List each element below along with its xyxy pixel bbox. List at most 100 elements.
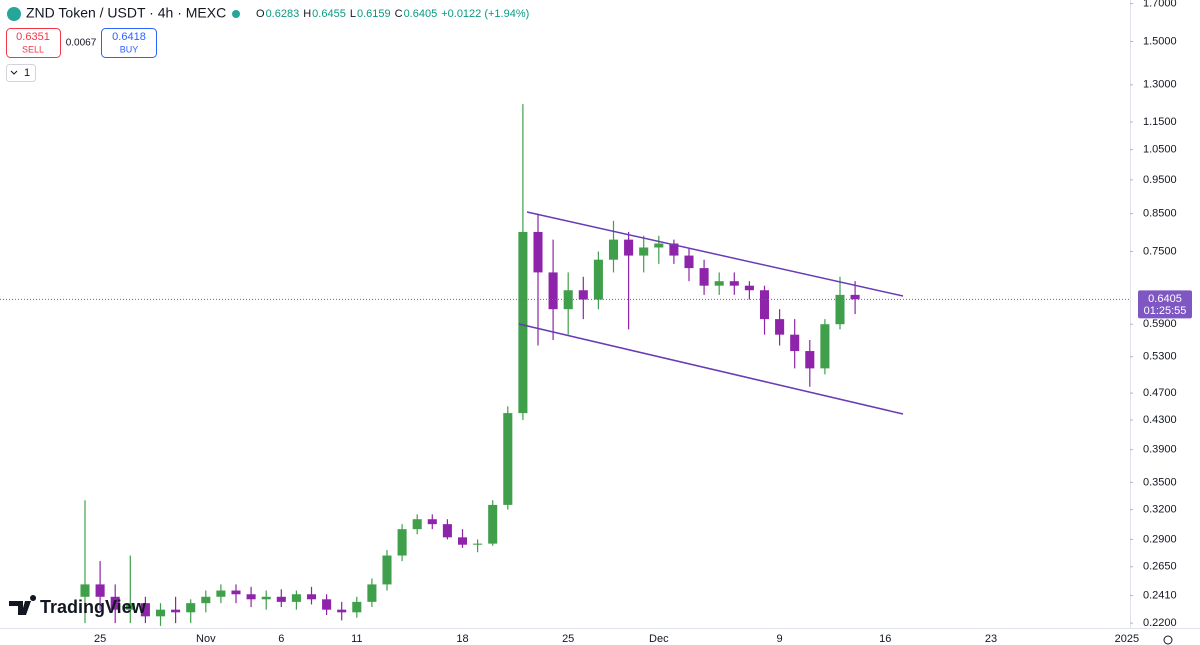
interval-toggle[interactable] [6,64,36,82]
candle-body [186,603,196,613]
candle-body [95,584,105,597]
y-tick-label: 1.1500 [1143,116,1177,128]
ohlc-value: 0.6159 [357,8,391,20]
y-tick-label: 0.4300 [1143,414,1177,426]
plot-area [80,104,860,626]
candle-body [442,524,452,538]
candle-body [201,596,211,604]
candle-body [427,519,437,525]
brand-logo [9,595,37,615]
ohlc-key: C [395,8,403,20]
y-tick-label: 0.3200 [1143,504,1177,516]
channel-lower [518,323,904,415]
y-tick-label: 0.2200 [1143,617,1177,629]
y-tick-label: 0.3900 [1143,444,1177,456]
candle-body [744,285,754,291]
candle-body [276,596,286,602]
y-tick-label: 0.4700 [1143,387,1177,399]
candle-body [306,594,317,600]
candle-body [729,281,739,286]
ohlc-key: H [303,8,311,20]
brand-name: TradingView [40,597,147,617]
candle-body [367,584,377,602]
candle-body [352,601,362,613]
x-tick-label: 23 [985,633,997,645]
candle-body [593,259,603,300]
candle-body [775,319,785,335]
channel-upper [526,211,904,297]
candle-body [548,272,558,310]
candle-body [850,294,860,300]
interval-count: 1 [24,67,30,79]
ohlc-change: +0.0122 (+1.94%) [441,8,529,20]
y-tick-label: 1.0500 [1143,143,1177,155]
candle-body [805,351,815,369]
candle-body [337,609,347,613]
candle-body [291,594,301,602]
ohlc-legend: O 0.6283 H 0.6455 L 0.6159 C 0.6405 +0.0122 (+1.… [256,8,529,20]
countdown: 01:25:55 [1144,305,1187,317]
candle-body [246,594,256,600]
buy-label: BUY [120,44,139,54]
candle-body [608,239,619,260]
y-tick-label: 0.5300 [1143,351,1177,363]
candle-body [699,268,709,286]
candle-body [518,231,528,414]
candle-body [125,603,135,610]
x-tick-label: 18 [456,633,468,645]
y-tick-label: 0.5900 [1143,318,1177,330]
candle-body [503,413,513,505]
y-tick-label: 0.2900 [1143,533,1177,545]
candle-body [457,537,468,545]
x-tick-label: 6 [278,633,284,645]
buy-button[interactable] [101,28,157,58]
x-tick-label: 11 [351,633,362,645]
y-tick-label: 0.8500 [1143,207,1177,219]
x-tick-label: Nov [196,633,216,645]
x-tick-label: 16 [879,633,891,645]
candle-body [714,281,724,286]
y-tick-label: 0.7500 [1143,245,1177,257]
candle-body [669,243,679,256]
y-tick-label: 0.3500 [1143,476,1177,488]
candle-body [80,584,90,597]
y-tick-label: 0.2410 [1143,589,1177,601]
symbol-logo [7,7,21,21]
y-tick-label: 0.2650 [1143,561,1177,573]
candle-body [216,590,226,597]
sell-button[interactable] [6,28,61,58]
candle-body [654,243,664,248]
candle-body [473,543,483,545]
candle-body [261,596,271,600]
candle-body [155,609,166,617]
candle-body [684,255,694,269]
sell-price: 0.6351 [16,31,50,43]
ohlc-key: L [350,8,356,20]
market-status [232,10,240,18]
candle-body [488,504,498,544]
candle-body [171,609,181,613]
candle-body [563,290,573,310]
x-tick-label: Dec [649,633,669,645]
y-tick-label: 1.3000 [1143,79,1177,91]
price-label: 0.6405 [1148,293,1182,305]
candle-body [790,334,800,352]
price-label-box [1138,290,1192,319]
x-tick-label: 9 [777,633,783,645]
ohlc-key: O [256,8,265,20]
sell-label: SELL [22,44,44,54]
candle-body [412,519,422,530]
candle-body [759,290,770,320]
candle-body [533,231,543,273]
settings-icon[interactable] [1163,635,1173,645]
candle-body [578,290,588,300]
ohlc-value: 0.6455 [312,8,346,20]
ohlc-value: 0.6283 [266,8,300,20]
ohlc-value: 0.6405 [404,8,438,20]
y-tick-label: 0.9500 [1143,174,1177,186]
candle-body [382,555,392,585]
x-tick-label: 25 [94,633,106,645]
candle-body [624,239,634,256]
